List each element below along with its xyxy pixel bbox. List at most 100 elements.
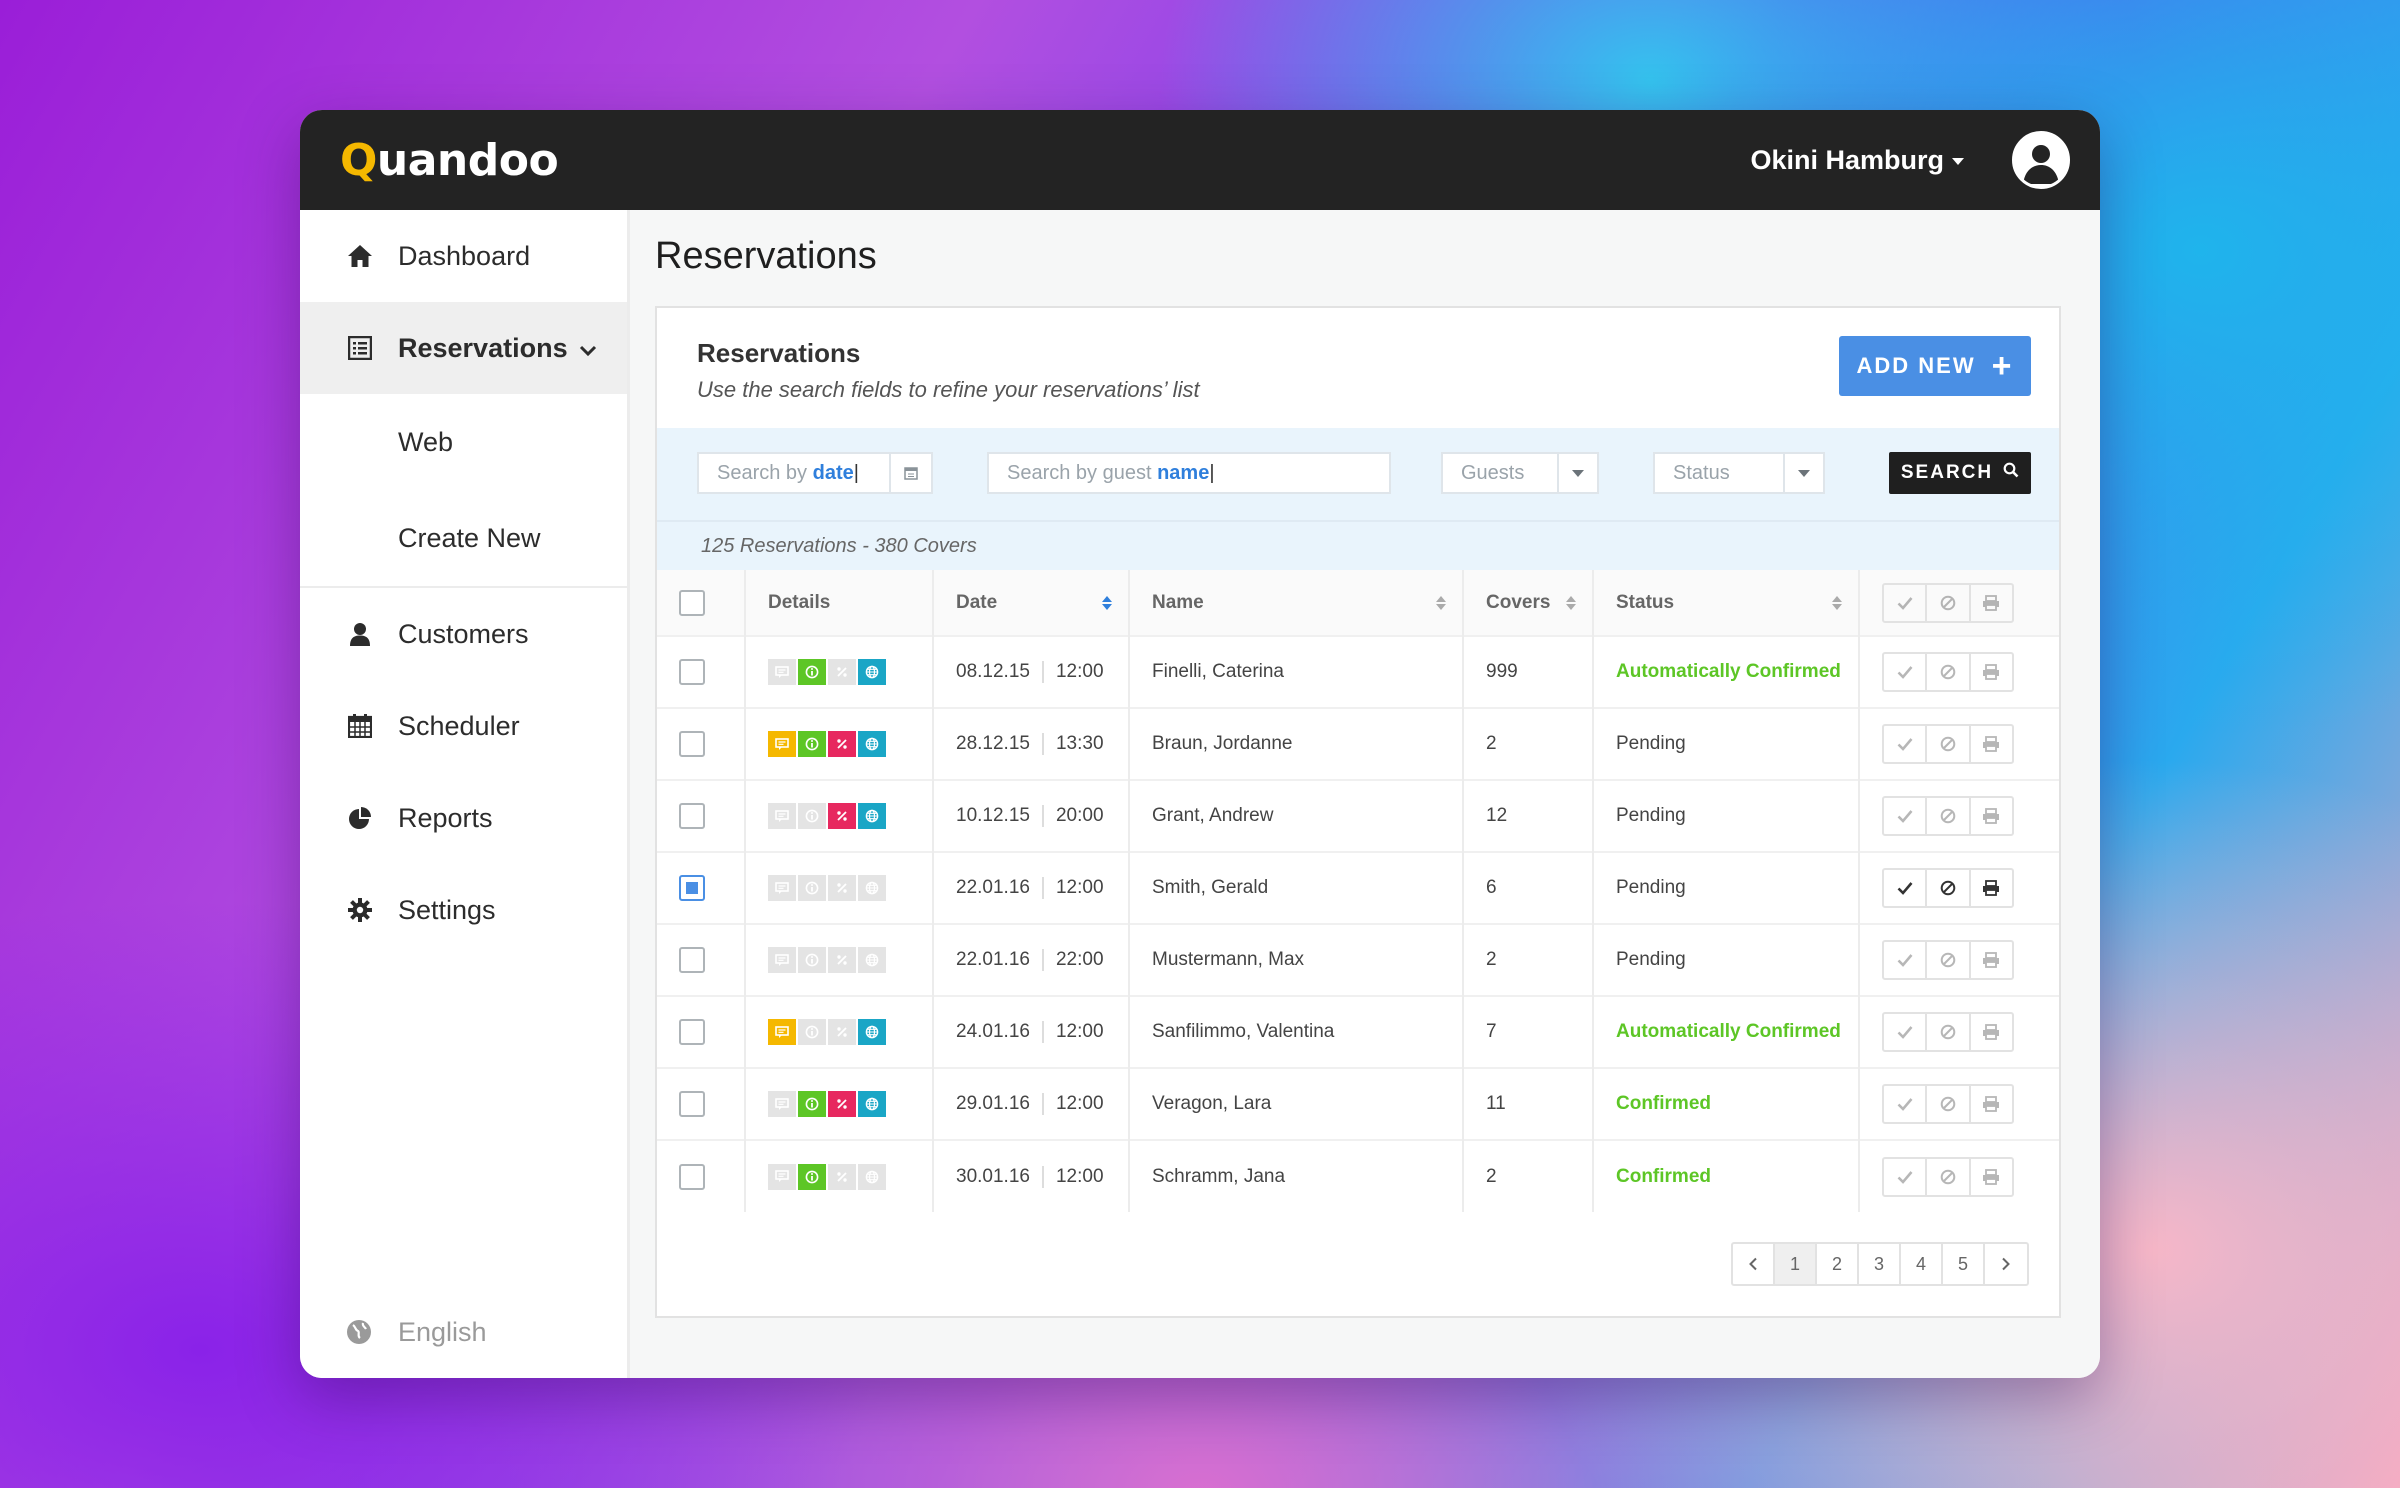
check-icon[interactable]: [1884, 584, 1928, 621]
message-icon: [768, 1019, 796, 1045]
sidebar-item-reports[interactable]: Reports: [300, 772, 627, 864]
cancel-icon[interactable]: [1927, 584, 1971, 621]
sidebar-subitem-web[interactable]: Web: [300, 394, 627, 490]
header-date[interactable]: Date: [933, 570, 1130, 636]
sidebar-item-settings[interactable]: Settings: [300, 864, 627, 956]
page-button-5[interactable]: 5: [1943, 1244, 1985, 1284]
table-row[interactable]: 30.01.16 12:00 Schramm, Jana 2 Confirmed: [657, 1139, 2059, 1212]
row-checkbox[interactable]: [679, 731, 705, 757]
table-row[interactable]: 24.01.16 12:00 Sanfilimmo, Valentina 7 Au…: [657, 995, 2059, 1068]
print-icon[interactable]: [1971, 1159, 2012, 1195]
table-row[interactable]: 29.01.16 12:00 Veragon, Lara 11 Confirmed: [657, 1067, 2059, 1140]
row-actions: [1882, 796, 2014, 836]
calendar-picker-icon[interactable]: [889, 454, 931, 492]
date-search-input[interactable]: Search by date |: [697, 452, 933, 494]
page-button-3[interactable]: 3: [1859, 1244, 1901, 1284]
prev-page-button[interactable]: [1733, 1244, 1775, 1284]
covers-count: 2: [1486, 733, 1497, 754]
print-icon[interactable]: [1971, 1014, 2012, 1050]
actions-cell: [1859, 707, 2059, 780]
confirm-icon[interactable]: [1884, 798, 1928, 834]
row-checkbox[interactable]: [679, 659, 705, 685]
message-icon: [768, 803, 796, 829]
confirm-icon[interactable]: [1884, 870, 1928, 906]
print-icon[interactable]: [1971, 1086, 2012, 1122]
venue-dropdown[interactable]: Okini Hamburg: [1750, 145, 1964, 176]
print-icon[interactable]: [1971, 798, 2012, 834]
page-button-4[interactable]: 4: [1901, 1244, 1943, 1284]
row-checkbox[interactable]: [679, 875, 705, 901]
row-checkbox[interactable]: [679, 1163, 705, 1190]
guests-select[interactable]: Guests: [1441, 452, 1599, 494]
message-icon: [768, 731, 796, 757]
confirm-icon[interactable]: [1884, 1086, 1928, 1122]
table-row[interactable]: 22.01.16 12:00 Smith, Gerald 6 Pending: [657, 851, 2059, 924]
print-icon[interactable]: [1971, 654, 2012, 690]
details-cell: [745, 707, 934, 780]
print-icon[interactable]: [1971, 726, 2012, 762]
add-new-button[interactable]: ADD NEW +: [1839, 336, 2031, 396]
select-all-checkbox[interactable]: [679, 589, 705, 616]
confirm-icon[interactable]: [1884, 1014, 1928, 1050]
cancel-icon[interactable]: [1927, 870, 1971, 906]
sidebar-item-reservations[interactable]: Reservations: [300, 302, 627, 394]
confirm-icon[interactable]: [1884, 654, 1928, 690]
print-icon[interactable]: [1971, 585, 2012, 621]
language-selector[interactable]: English: [346, 1317, 487, 1348]
page-button-2[interactable]: 2: [1817, 1244, 1859, 1284]
cancel-icon[interactable]: [1927, 942, 1971, 978]
status-select[interactable]: Status: [1653, 452, 1825, 494]
cancel-icon[interactable]: [1927, 798, 1971, 834]
print-icon[interactable]: [1971, 870, 2012, 906]
quandoo-logo[interactable]: Quandoo: [340, 135, 559, 186]
reservation-time: 12:00: [1055, 1165, 1104, 1187]
next-page-button[interactable]: [1985, 1244, 2027, 1284]
row-checkbox[interactable]: [679, 947, 705, 973]
confirm-icon[interactable]: [1884, 726, 1928, 762]
header-covers[interactable]: Covers: [1463, 570, 1594, 636]
caret-down-icon: [1557, 454, 1597, 492]
cancel-icon[interactable]: [1927, 1014, 1971, 1050]
search-button[interactable]: SEARCH: [1889, 452, 2031, 494]
header-status[interactable]: Status: [1593, 570, 1860, 636]
covers-cell: 11: [1463, 1067, 1594, 1140]
sidebar-item-scheduler[interactable]: Scheduler: [300, 680, 627, 772]
table-row[interactable]: 28.12.15 13:30 Braun, Jordanne 2 Pending: [657, 707, 2059, 780]
covers-count: 11: [1486, 1093, 1506, 1114]
guests-placeholder: Guests: [1461, 461, 1525, 484]
cancel-icon[interactable]: [1927, 654, 1971, 690]
cancel-icon[interactable]: [1927, 1158, 1971, 1195]
caret-down-icon: [1952, 158, 1964, 165]
covers-cell: 999: [1463, 635, 1594, 708]
sidebar-item-customers[interactable]: Customers: [300, 588, 627, 680]
guest-name-search-input[interactable]: Search by guest name |: [987, 452, 1391, 494]
name-cell: Smith, Gerald: [1129, 851, 1464, 924]
confirm-icon[interactable]: [1884, 942, 1928, 978]
bulk-actions[interactable]: [1882, 582, 2014, 623]
discount-icon: [828, 1163, 856, 1190]
detail-badges: [768, 1019, 932, 1045]
print-icon[interactable]: [1971, 942, 2012, 978]
avatar[interactable]: [2012, 131, 2070, 189]
row-checkbox[interactable]: [679, 1091, 705, 1117]
user-area: Okini Hamburg: [1750, 131, 2070, 189]
guest-name: Grant, Andrew: [1152, 805, 1274, 826]
confirm-icon[interactable]: [1884, 1158, 1928, 1195]
page-button-1[interactable]: 1: [1775, 1244, 1817, 1284]
table-row[interactable]: 08.12.15 12:00 Finelli, Caterina 999 Auto…: [657, 635, 2059, 708]
sidebar-item-dashboard[interactable]: Dashboard: [300, 210, 627, 302]
status-cell: Automatically Confirmed: [1593, 635, 1860, 708]
row-checkbox[interactable]: [679, 1019, 705, 1045]
message-icon: [768, 875, 796, 901]
language-label: English: [398, 1317, 487, 1347]
table-row[interactable]: 22.01.16 22:00 Mustermann, Max 2 Pending: [657, 923, 2059, 996]
sidebar: Dashboard Reservations Web Create New Cu…: [300, 210, 630, 1378]
date-cell: 28.12.15 13:30: [933, 707, 1130, 780]
table-row[interactable]: 10.12.15 20:00 Grant, Andrew 12 Pending: [657, 779, 2059, 852]
detail-badges: [768, 659, 932, 685]
row-checkbox[interactable]: [679, 803, 705, 829]
cancel-icon[interactable]: [1927, 726, 1971, 762]
sidebar-subitem-create-new[interactable]: Create New: [300, 490, 627, 586]
cancel-icon[interactable]: [1927, 1086, 1971, 1122]
header-name[interactable]: Name: [1129, 570, 1464, 636]
